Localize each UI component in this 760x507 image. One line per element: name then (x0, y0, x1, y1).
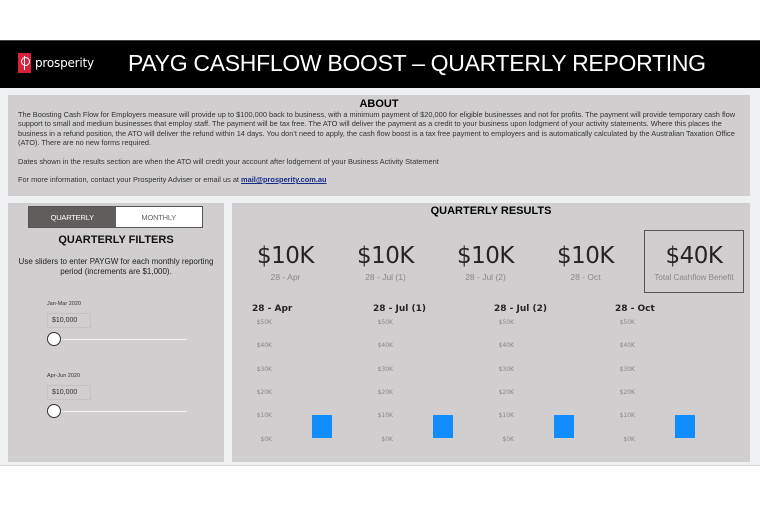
card-value: $10K (357, 243, 414, 269)
filters-heading: QUARTERLY FILTERS (58, 234, 174, 246)
y-tick: $0K (381, 436, 393, 443)
card-label: 28 - Jul (1) (365, 272, 406, 282)
y-tick: $40K (619, 342, 635, 349)
header-bar: prosperity PAYG CASHFLOW BOOST – QUARTER… (0, 40, 760, 88)
quarterly-toggle-button[interactable]: QUARTERLY (29, 207, 116, 227)
slider-thumb[interactable] (47, 404, 61, 418)
slider-track[interactable] (47, 404, 187, 418)
about-panel: ABOUT The Boosting Cash Flow for Employe… (8, 95, 750, 196)
slider-value-input[interactable]: $10,000 (47, 313, 91, 328)
result-card-28-apr: $10K 28 - Apr (238, 243, 333, 282)
y-tick: $0K (502, 436, 514, 443)
y-tick: $20K (377, 389, 393, 396)
email-link[interactable]: mail@prosperity.com.au (241, 175, 327, 185)
slider-jan-mar-2020: Jan-Mar 2020 $10,000 (47, 301, 197, 346)
card-label: 28 - Jul (2) (465, 272, 506, 282)
y-tick: $30K (498, 366, 514, 373)
about-paragraph-2: Dates shown in the results section are w… (18, 156, 439, 166)
card-value: $10K (257, 243, 314, 269)
page-title: PAYG CASHFLOW BOOST – QUARTERLY REPORTIN… (128, 50, 706, 76)
period-toggle[interactable]: QUARTERLY MONTHLY (28, 206, 203, 228)
y-tick: $20K (498, 389, 514, 396)
results-panel: QUARTERLY RESULTS $10K 28 - Apr $10K 28 … (232, 203, 750, 462)
slider-apr-jun-2020: Apr-Jun 2020 $10,000 (47, 373, 197, 418)
slider-thumb[interactable] (47, 332, 61, 346)
chart-title: 28 - Oct (615, 304, 655, 314)
y-tick: $30K (377, 366, 393, 373)
contact-text: For more information, contact your Prosp… (18, 175, 242, 185)
result-card-28-jul-1: $10K 28 - Jul (1) (338, 243, 433, 282)
slider-label: Apr-Jun 2020 (47, 373, 81, 379)
slider-value-input[interactable]: $10,000 (47, 385, 91, 400)
y-tick: $20K (256, 389, 272, 396)
bar[interactable] (554, 415, 574, 438)
result-card-28-jul-2: $10K 28 - Jul (2) (438, 243, 533, 282)
about-heading: ABOUT (359, 98, 399, 110)
y-tick: $0K (260, 436, 272, 443)
y-tick: $50K (619, 319, 635, 326)
chart-title: 28 - Jul (2) (494, 304, 547, 314)
total-label: Total Cashflow Benefit (654, 273, 734, 282)
prosperity-logo: prosperity (18, 53, 94, 73)
filters-panel: QUARTERLY MONTHLY QUARTERLY FILTERS Use … (8, 203, 224, 462)
results-heading: QUARTERLY RESULTS (430, 205, 552, 217)
logo-text: prosperity (35, 56, 94, 70)
slider-track[interactable] (47, 332, 187, 346)
bar[interactable] (433, 415, 453, 438)
chart-28-apr[interactable]: 28 - Apr $50K $40K $30K $20K $10K $0K (234, 304, 344, 444)
about-paragraph-3: For more information, contact your Prosp… (18, 175, 738, 184)
chart-28-jul-2[interactable]: 28 - Jul (2) $50K $40K $30K $20K $10K $0… (476, 304, 586, 444)
dashboard: ABOUT The Boosting Cash Flow for Employe… (0, 88, 760, 466)
card-label: 28 - Oct (570, 272, 601, 282)
y-tick: $50K (256, 319, 272, 326)
slider-line (54, 339, 187, 340)
y-tick: $10K (619, 412, 635, 419)
card-value: $10K (557, 243, 614, 269)
total-value: $40K (665, 243, 723, 269)
monthly-toggle-button[interactable]: MONTHLY (115, 207, 202, 227)
y-tick: $10K (498, 412, 514, 419)
y-tick: $40K (377, 342, 393, 349)
filters-hint: Use sliders to enter PAYGW for each mont… (18, 257, 214, 276)
bar[interactable] (312, 415, 332, 438)
y-tick: $0K (623, 436, 635, 443)
result-card-28-oct: $10K 28 - Oct (538, 243, 633, 282)
card-value: $10K (457, 243, 514, 269)
slider-line (54, 411, 187, 412)
about-body: The Boosting Cash Flow for Employers mea… (18, 110, 738, 193)
chart-28-jul-1[interactable]: 28 - Jul (1) $50K $40K $30K $20K $10K $0… (355, 304, 465, 444)
y-tick: $10K (377, 412, 393, 419)
y-tick: $50K (377, 319, 393, 326)
y-tick: $10K (256, 412, 272, 419)
about-paragraph-1: The Boosting Cash Flow for Employers mea… (18, 110, 736, 148)
card-label: 28 - Apr (270, 272, 301, 282)
y-tick: $40K (256, 342, 272, 349)
chart-title: 28 - Apr (252, 304, 293, 314)
y-tick: $40K (498, 342, 514, 349)
y-tick: $20K (619, 389, 635, 396)
slider-label: Jan-Mar 2020 (47, 301, 81, 307)
chart-title: 28 - Jul (1) (373, 304, 426, 314)
chart-28-oct[interactable]: 28 - Oct $50K $40K $30K $20K $10K $0K (597, 304, 707, 444)
y-tick: $50K (498, 319, 514, 326)
bar[interactable] (675, 415, 695, 438)
y-tick: $30K (256, 366, 272, 373)
y-tick: $30K (619, 366, 635, 373)
prosperity-logo-icon (18, 53, 31, 73)
total-cashflow-card: $40K Total Cashflow Benefit (644, 230, 744, 293)
